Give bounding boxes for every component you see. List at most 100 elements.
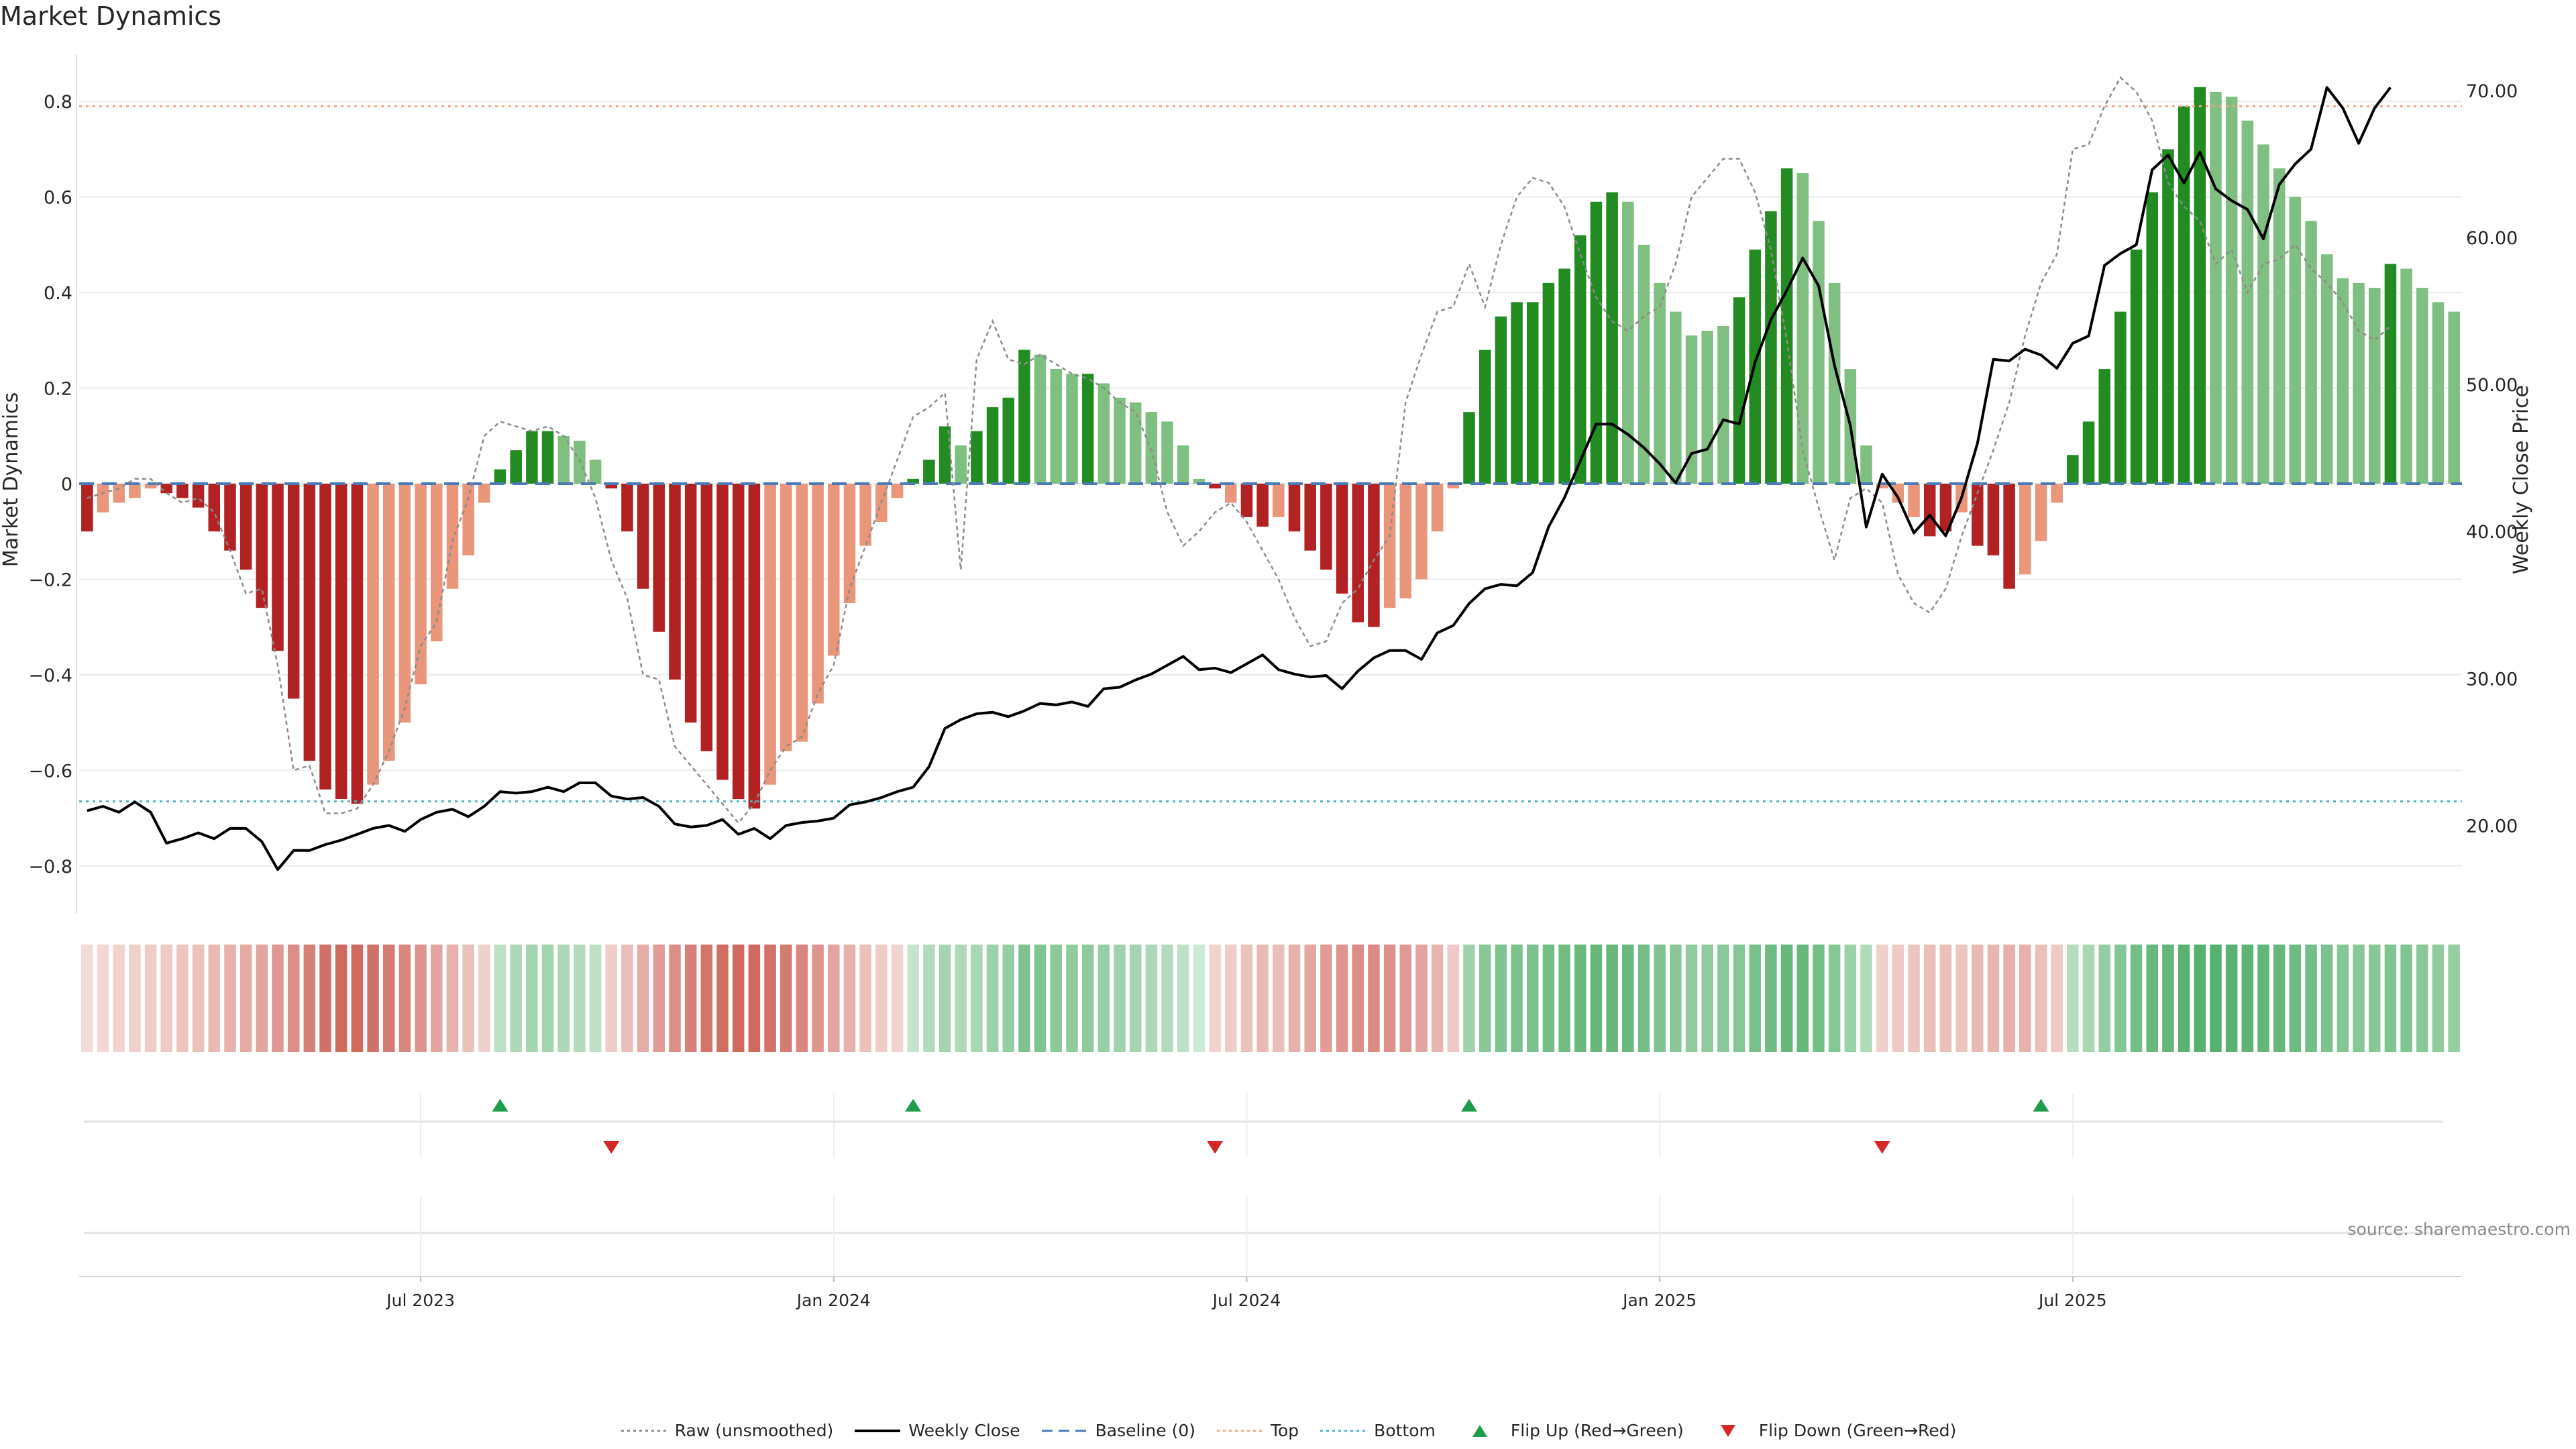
heat-cell xyxy=(2082,945,2095,1052)
heat-cell xyxy=(780,945,792,1052)
heat-cell xyxy=(605,945,618,1052)
momentum-bar xyxy=(1717,325,1729,484)
heat-cell xyxy=(382,945,395,1052)
momentum-bar xyxy=(2225,97,2238,484)
heat-cell xyxy=(1225,945,1237,1052)
momentum-bar xyxy=(2416,287,2428,484)
momentum-bar xyxy=(1876,484,1888,489)
momentum-bar xyxy=(938,426,951,484)
heat-cell xyxy=(700,945,713,1052)
y-left-tick-label: 0.4 xyxy=(44,283,72,304)
heat-cell xyxy=(875,945,888,1052)
heat-cell xyxy=(1876,945,1888,1052)
heat-cell xyxy=(1923,945,1936,1052)
heat-cell xyxy=(1161,945,1173,1052)
momentum-bar xyxy=(2210,91,2222,484)
heat-cell xyxy=(796,945,808,1052)
heat-cell xyxy=(113,945,125,1052)
momentum-bar xyxy=(2130,250,2143,484)
x-tick-label: Jul 2024 xyxy=(1212,1291,1281,1310)
momentum-bar xyxy=(2368,287,2381,484)
heat-cell xyxy=(2353,945,2365,1052)
momentum-bar xyxy=(637,484,649,589)
heat-cell xyxy=(1670,945,1682,1052)
heat-cell xyxy=(764,945,776,1052)
momentum-bar xyxy=(621,484,633,532)
heat-cell xyxy=(1447,945,1460,1052)
momentum-bar xyxy=(907,478,919,484)
momentum-bar xyxy=(2448,311,2460,484)
heat-cell xyxy=(574,945,586,1052)
momentum-bar xyxy=(1225,484,1237,503)
momentum-bar xyxy=(1701,331,1713,484)
y-right-tick-label: 30.00 xyxy=(2466,669,2518,690)
heat-cell xyxy=(1463,945,1475,1052)
legend-label: Weekly Close xyxy=(908,1421,1020,1440)
y-left-tick-label: 0 xyxy=(61,474,72,495)
legend-swatch xyxy=(1472,1424,1487,1437)
momentum-bar xyxy=(2305,221,2317,484)
momentum-bar xyxy=(2320,254,2333,484)
momentum-bars xyxy=(81,87,2460,809)
momentum-bar xyxy=(605,484,618,489)
momentum-bar xyxy=(367,484,379,785)
momentum-bar xyxy=(2432,302,2445,484)
heat-cell xyxy=(907,945,919,1052)
legend: Raw (unsmoothed) Weekly Close Baseline (0)… xyxy=(0,1421,2576,1440)
momentum-bar xyxy=(192,484,205,508)
momentum-bar xyxy=(256,484,268,608)
momentum-bar xyxy=(923,460,935,484)
momentum-bar xyxy=(494,469,506,484)
heat-cell xyxy=(1018,945,1030,1052)
momentum-bar xyxy=(891,484,904,498)
momentum-bar xyxy=(129,484,141,498)
heat-cell xyxy=(97,945,109,1052)
heat-cell xyxy=(335,945,347,1052)
momentum-bar xyxy=(97,484,109,513)
heat-cell xyxy=(2257,945,2269,1052)
heat-cell xyxy=(1209,945,1221,1052)
momentum-bar xyxy=(1256,484,1269,527)
heat-cell xyxy=(272,945,284,1052)
momentum-bar xyxy=(716,484,729,780)
heat-cell xyxy=(526,945,538,1052)
momentum-bar xyxy=(478,484,490,503)
heat-cell xyxy=(176,945,189,1052)
momentum-bar xyxy=(955,445,967,484)
heat-cell xyxy=(415,945,427,1052)
momentum-bar xyxy=(2051,484,2063,503)
legend-triangle-up-icon xyxy=(1472,1424,1487,1437)
momentum-bar xyxy=(669,484,681,680)
heat-cell xyxy=(446,945,459,1052)
legend-label: Baseline (0) xyxy=(1095,1421,1195,1440)
momentum-bar xyxy=(1558,268,1570,484)
momentum-bar xyxy=(1145,412,1158,484)
y-axis-right-label: Weekly Close Price xyxy=(2510,385,2533,574)
momentum-bar xyxy=(2178,106,2190,484)
source-note: source: sharemaestro.com xyxy=(2347,1220,2571,1239)
momentum-bar xyxy=(81,484,93,532)
heat-cell xyxy=(129,945,141,1052)
momentum-bar xyxy=(2162,149,2174,484)
heat-cell xyxy=(2400,945,2412,1052)
heat-cell xyxy=(1273,945,1285,1052)
momentum-bar xyxy=(589,460,602,484)
heat-cell xyxy=(1717,945,1729,1052)
momentum-bar xyxy=(1463,412,1475,484)
heat-cell xyxy=(2162,945,2174,1052)
heat-cell xyxy=(1320,945,1332,1052)
flip-up-marker xyxy=(2033,1099,2049,1112)
flip-down-marker xyxy=(603,1141,620,1154)
heat-cell xyxy=(208,945,221,1052)
momentum-bar xyxy=(1765,211,1777,484)
momentum-bar xyxy=(1415,484,1428,580)
momentum-bar xyxy=(1606,192,1618,484)
y-left-tick-label: −0.4 xyxy=(28,665,72,686)
heat-cell xyxy=(1796,945,1809,1052)
flip-markers xyxy=(84,1093,2443,1275)
legend-triangle-down-icon xyxy=(1720,1424,1735,1437)
momentum-bar xyxy=(176,484,189,498)
momentum-bar xyxy=(541,431,554,484)
legend-item: Flip Down (Green→Red) xyxy=(1704,1421,1956,1440)
